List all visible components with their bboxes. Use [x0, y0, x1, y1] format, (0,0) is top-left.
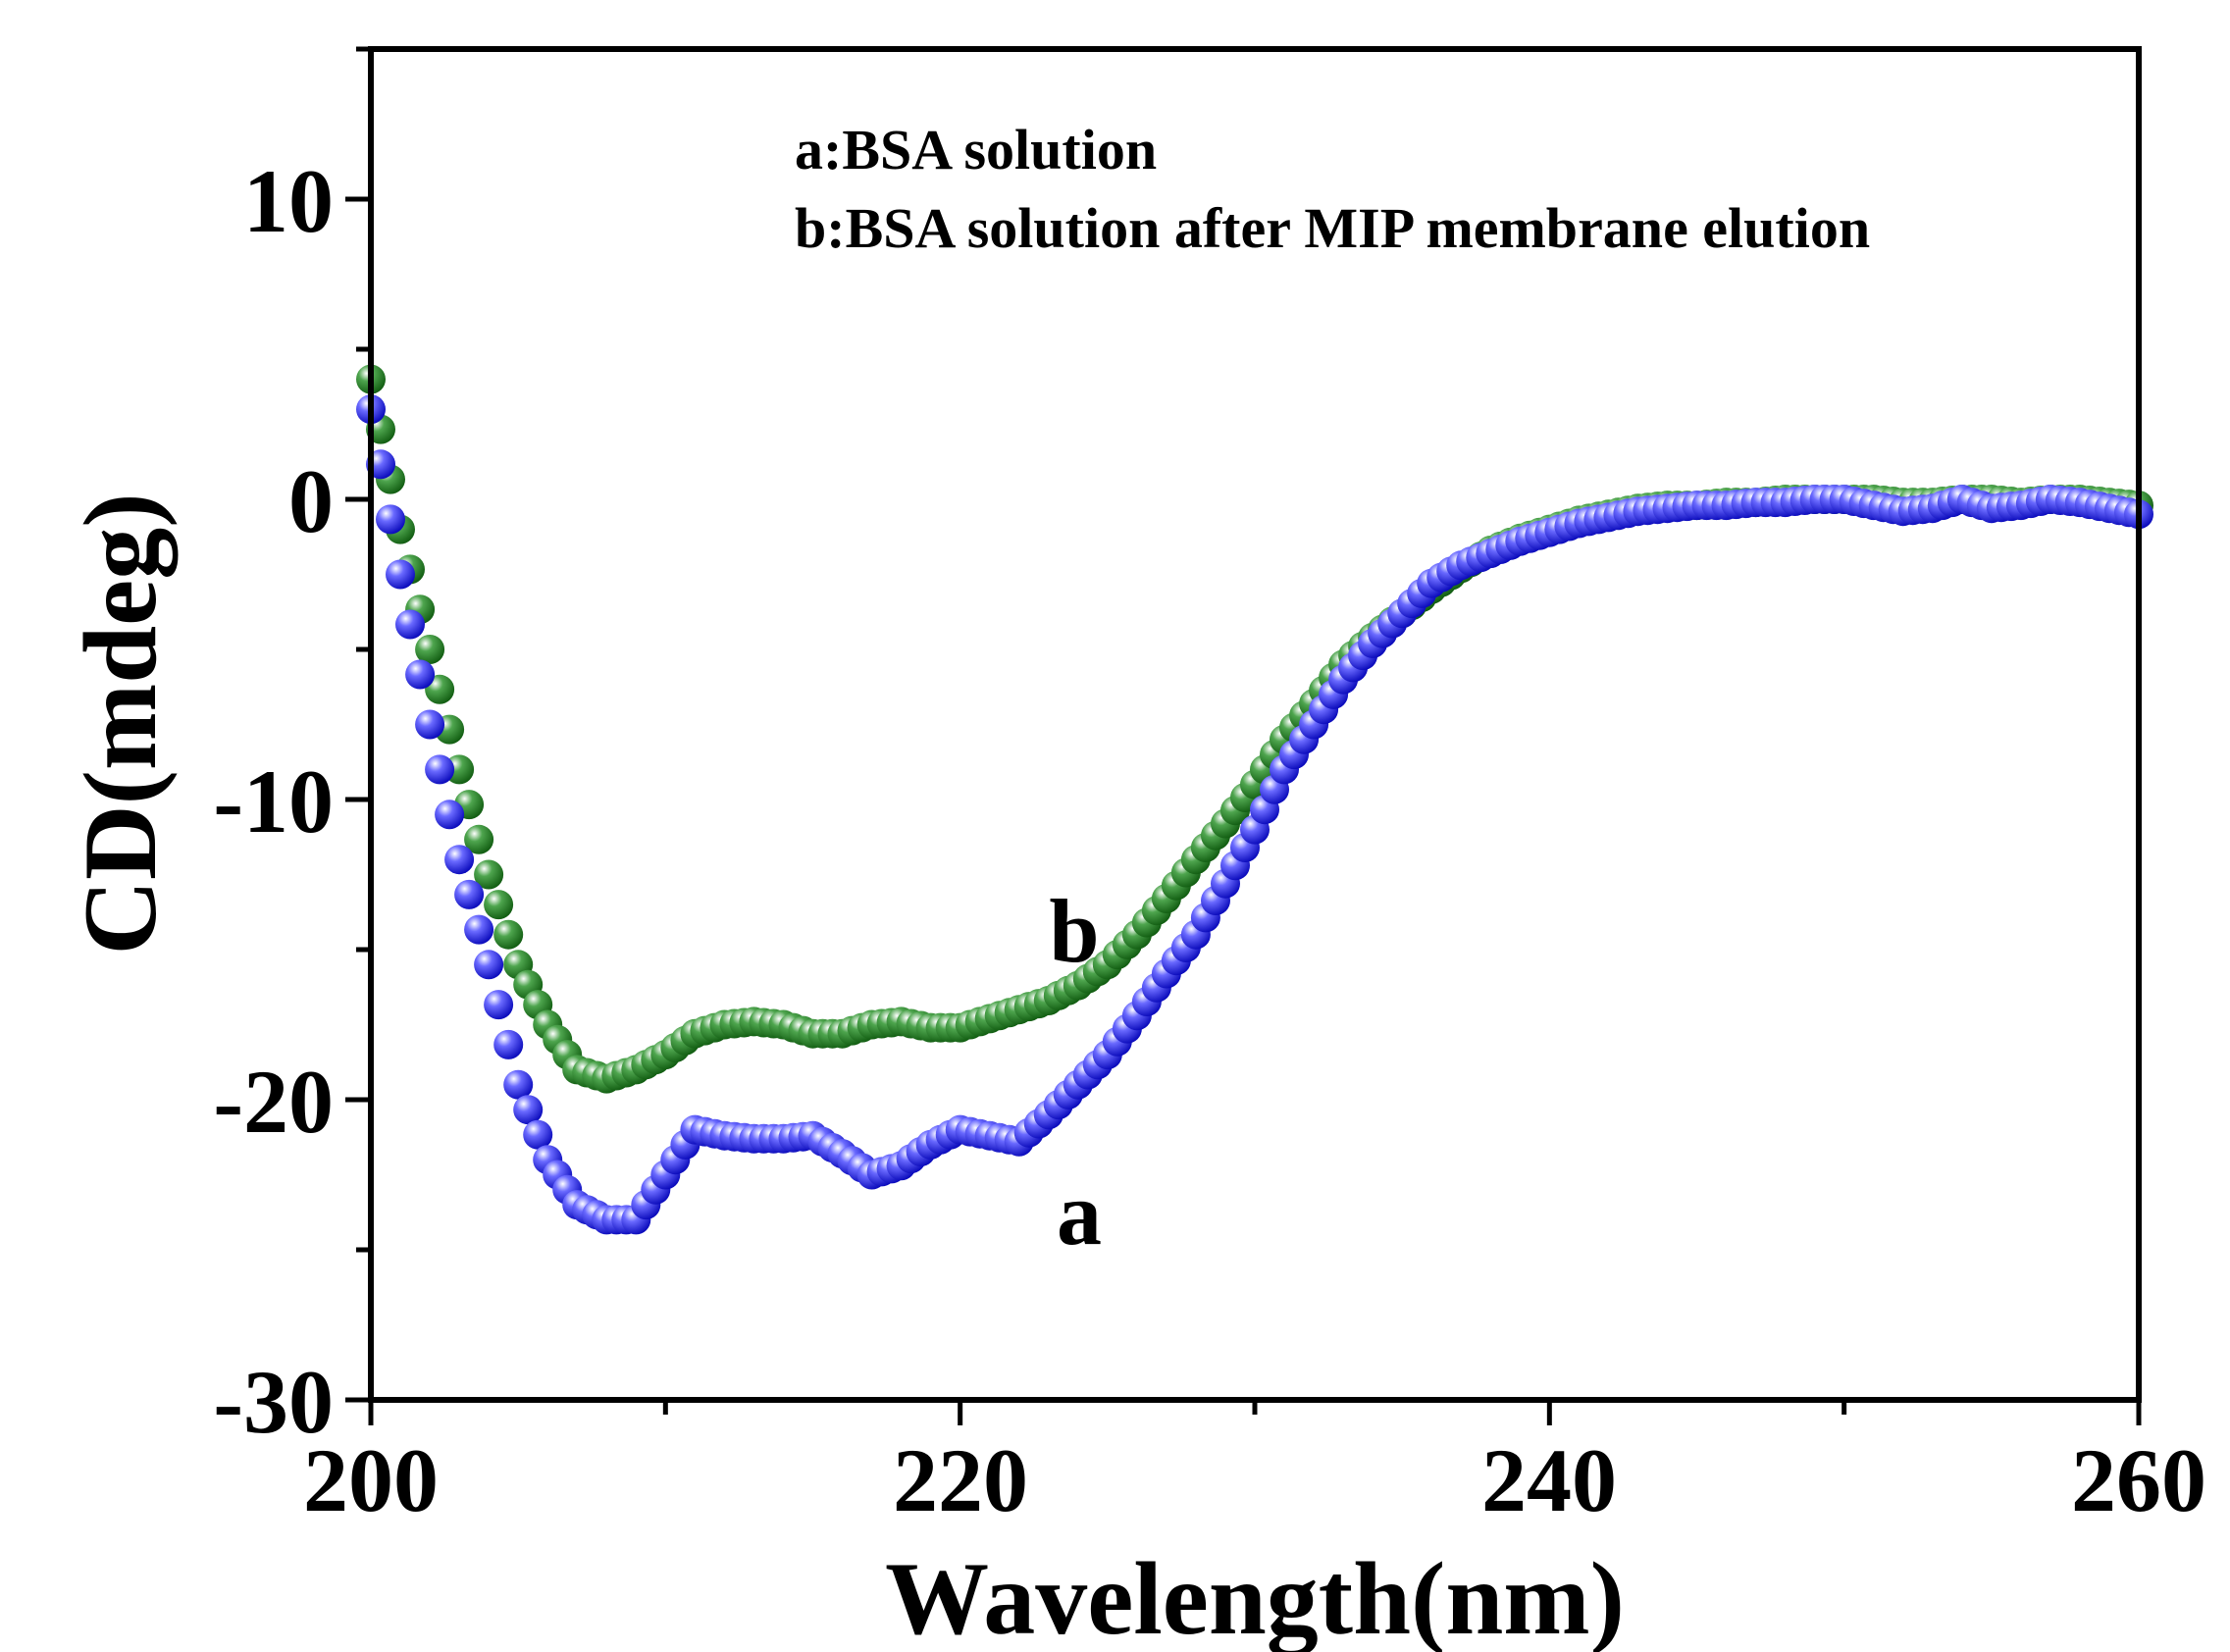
x-tick-label-260: 260	[2071, 1430, 2206, 1530]
series-a-point	[464, 914, 494, 945]
y-tick-label--20: -20	[213, 1052, 334, 1152]
y-tick-label--30: -30	[213, 1352, 334, 1452]
x-tick-label-220: 220	[893, 1430, 1028, 1530]
x-tick-label-200: 200	[303, 1430, 439, 1530]
series-a-point	[493, 1029, 524, 1059]
series-b-point	[484, 890, 514, 920]
curve-label-b: b	[1049, 881, 1099, 981]
series-a-point	[415, 709, 445, 740]
series-a-point	[444, 845, 475, 875]
series-a-point	[513, 1095, 544, 1125]
series-b	[356, 364, 2153, 1094]
series-b-point	[474, 859, 504, 890]
y-tick-labels: -30 -20 -10 0 10	[213, 151, 334, 1452]
series-a	[356, 394, 2153, 1235]
legend-entry-b: b:BSA solution after MIP membrane elutio…	[795, 196, 1870, 260]
series-a-point	[425, 754, 455, 785]
series-a-point	[405, 659, 436, 690]
y-tick-label-10: 10	[243, 151, 334, 251]
series-a-point	[503, 1069, 534, 1100]
series-b-point	[493, 919, 524, 950]
y-tick-label--10: -10	[213, 751, 334, 852]
series-a-point	[454, 879, 485, 909]
x-tick-label-240: 240	[1481, 1430, 1617, 1530]
y-tick-label-0: 0	[288, 451, 334, 551]
series-a-point	[376, 504, 405, 535]
axis-ticks	[345, 46, 2142, 1425]
data-series-layer	[356, 364, 2153, 1235]
series-a-point	[435, 800, 465, 830]
curve-label-a: a	[1057, 1163, 1102, 1264]
series-a-point	[523, 1119, 553, 1150]
series-b-point	[464, 824, 494, 854]
x-tick-labels: 200 220 240 260	[303, 1430, 2206, 1530]
series-a-point	[386, 559, 415, 590]
x-axis-title: Wavelength(nm)	[885, 1541, 1625, 1652]
legend-entry-a: a:BSA solution	[795, 118, 1157, 181]
y-axis-title: CD(mdeg)	[63, 493, 178, 955]
legend: a:BSA solution b:BSA solution after MIP …	[795, 118, 1870, 260]
series-a-point	[474, 950, 504, 980]
series-b-point	[415, 635, 445, 664]
series-a-point	[484, 990, 514, 1020]
series-a-point	[395, 609, 425, 640]
